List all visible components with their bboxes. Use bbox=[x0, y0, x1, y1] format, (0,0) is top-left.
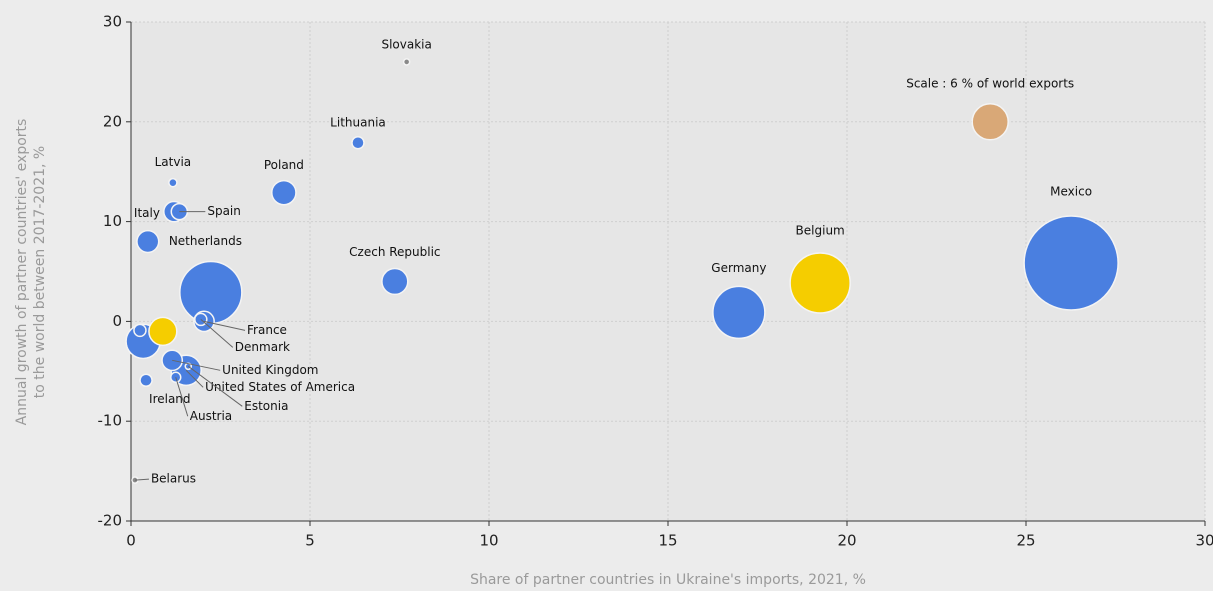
bubble-label: Netherlands bbox=[169, 234, 242, 248]
bubble-label: Slovakia bbox=[381, 37, 431, 51]
bubble-label: Germany bbox=[711, 261, 766, 275]
bubble-label: Austria bbox=[190, 409, 232, 423]
bubble-label: Lithuania bbox=[330, 115, 386, 129]
bubble bbox=[169, 179, 177, 187]
x-tick-label: 10 bbox=[479, 532, 498, 550]
bubble bbox=[149, 317, 177, 345]
y-axis-title-line: Annual growth of partner countries' expo… bbox=[14, 119, 30, 426]
x-tick-label: 15 bbox=[658, 532, 677, 550]
bubble-label: Poland bbox=[264, 158, 304, 172]
y-axis-title-line: to the world between 2017-2021, % bbox=[32, 146, 48, 398]
bubble-label: Mexico bbox=[1050, 185, 1092, 199]
bubble-label: Spain bbox=[207, 204, 241, 218]
bubble bbox=[272, 181, 296, 205]
y-tick-label: -20 bbox=[98, 512, 123, 530]
x-tick-label: 30 bbox=[1195, 532, 1213, 550]
page: {"chart_data": {"type": "bubble", "xlabe… bbox=[0, 0, 1213, 591]
y-tick-label: -10 bbox=[98, 412, 123, 430]
y-tick-label: 20 bbox=[103, 112, 122, 130]
bubble-label: United States of America bbox=[205, 380, 355, 394]
x-tick-label: 5 bbox=[305, 532, 315, 550]
bubble bbox=[790, 253, 850, 313]
bubble-label: Belgium bbox=[796, 223, 845, 237]
bubble-label: Italy bbox=[134, 206, 160, 220]
bubble bbox=[1024, 216, 1118, 310]
y-tick-label: 0 bbox=[112, 312, 122, 330]
bubble-label: Estonia bbox=[244, 399, 288, 413]
y-tick-label: 30 bbox=[103, 13, 122, 31]
bubble bbox=[404, 59, 410, 65]
bubble-label: Belarus bbox=[151, 472, 196, 486]
bubble bbox=[382, 269, 408, 295]
bubble bbox=[140, 374, 152, 386]
bubble-label: United Kingdom bbox=[222, 363, 318, 377]
chart: Share of partner countries in Ukraine's … bbox=[0, 0, 1213, 591]
x-tick-label: 0 bbox=[126, 532, 136, 550]
bubble-label: France bbox=[247, 323, 287, 337]
bubble bbox=[972, 104, 1008, 140]
bubble-label: Latvia bbox=[155, 155, 192, 169]
bubble-label: Czech Republic bbox=[349, 245, 440, 259]
bubble-label: Denmark bbox=[235, 340, 290, 354]
bubble-label: Scale : 6 % of world exports bbox=[906, 76, 1074, 90]
bubble bbox=[134, 324, 146, 336]
bubble bbox=[713, 286, 765, 338]
bubble bbox=[137, 231, 159, 253]
x-tick-label: 20 bbox=[837, 532, 856, 550]
y-axis-title: Annual growth of partner countries' expo… bbox=[14, 119, 48, 426]
x-axis-title: Share of partner countries in Ukraine's … bbox=[470, 572, 866, 588]
x-tick-label: 25 bbox=[1016, 532, 1035, 550]
bubble bbox=[352, 137, 364, 149]
y-tick-label: 10 bbox=[103, 212, 122, 230]
